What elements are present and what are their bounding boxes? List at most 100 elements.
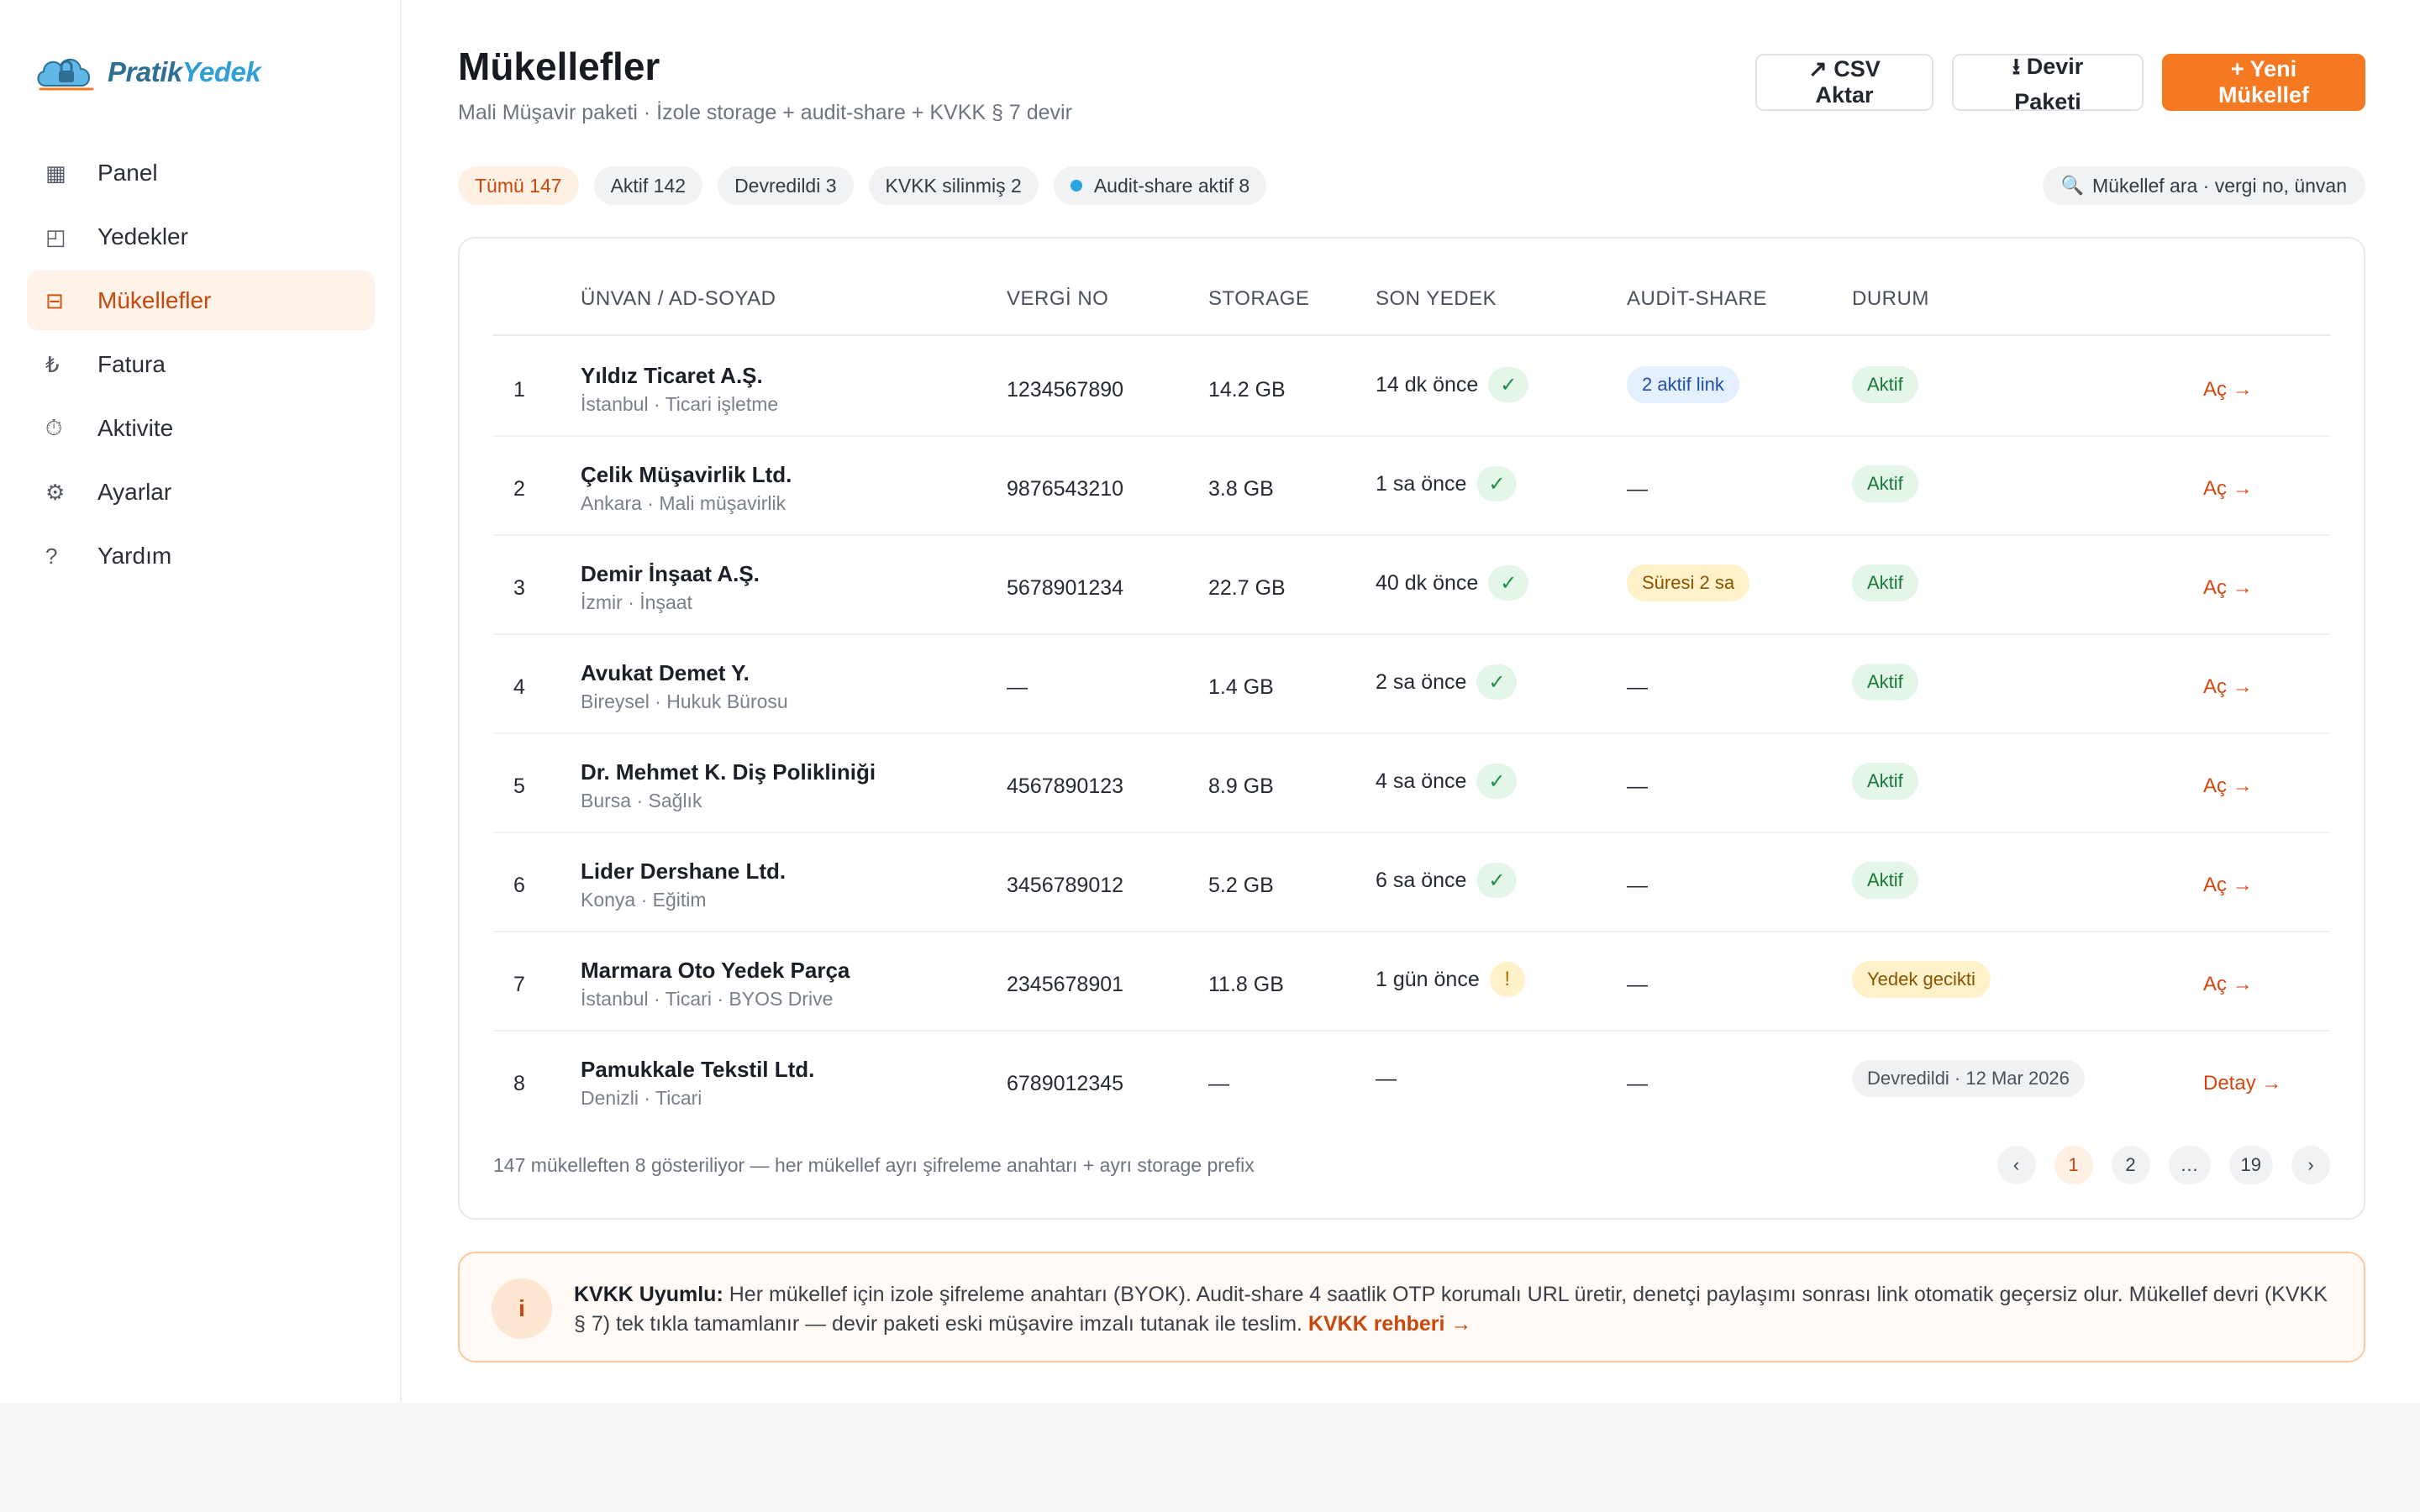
taxpayer-name[interactable]: Dr. Mehmet K. Diş Polikliniği <box>581 759 876 785</box>
taxpayer-name[interactable]: Marmara Oto Yedek Parça <box>581 958 850 983</box>
row-number: 1 <box>513 378 525 402</box>
search-icon: 🔍 <box>2060 175 2084 196</box>
transfer-package-button[interactable]: ⭳ Devir Paketi <box>1952 54 2144 114</box>
cloud-lock-logo-icon <box>37 59 94 91</box>
check-icon: ✓ <box>1476 863 1518 898</box>
sidebar-item-label: Yedekler <box>97 223 188 249</box>
table-row[interactable]: 7 Marmara Oto Yedek Parça İstanbul · Tic… <box>493 932 2330 1032</box>
table-row[interactable]: 2 Çelik Müşavirlik Ltd. Ankara · Mali mü… <box>493 437 2330 536</box>
taxpayer-meta: İstanbul · Ticari · BYOS Drive <box>581 988 834 1010</box>
kvkk-notice-body: Her mükellef için izole şifreleme anahta… <box>574 1283 2328 1336</box>
filter-active[interactable]: Aktif 142 <box>593 166 703 205</box>
column-header-storage[interactable]: STORAGE <box>1208 287 1310 310</box>
open-link[interactable]: Aç → <box>2203 675 2253 698</box>
csv-export-button[interactable]: ↗ CSV Aktar <box>1755 54 1933 111</box>
open-link[interactable]: Aç → <box>2203 477 2253 500</box>
sidebar-item-yardim[interactable]: ? Yardım <box>27 526 375 586</box>
table-row[interactable]: 1 Yıldız Ticaret A.Ş. İstanbul · Ticari … <box>493 338 2330 437</box>
sidebar-nav: ▦ Panel ◰ Yedekler ⊟ Mükellefler ₺ Fatur… <box>27 143 375 590</box>
table-row[interactable]: 3 Demir İnşaat A.Ş. İzmir · İnşaat 56789… <box>493 536 2330 635</box>
row-number: 4 <box>513 675 525 699</box>
audit-share: 2 aktif link <box>1627 366 1739 403</box>
detail-link[interactable]: Detay → <box>2203 1072 2282 1095</box>
sidebar-item-ayarlar[interactable]: ⚙ Ayarlar <box>27 462 375 522</box>
last-backup-time: — <box>1376 1066 1397 1090</box>
table-row[interactable]: 8 Pamukkale Tekstil Ltd. Denizli · Ticar… <box>493 1032 2330 1131</box>
tax-number: 3456789012 <box>1007 874 1124 897</box>
tax-number: 5678901234 <box>1007 576 1124 600</box>
open-link[interactable]: Aç → <box>2203 378 2253 401</box>
filter-audit-share[interactable]: Audit-share aktif 8 <box>1053 166 1267 205</box>
pagination: ‹ 1 2 … 19 › <box>1996 1146 2330 1184</box>
status-badge: Aktif <box>1852 862 1918 899</box>
status: Yedek gecikti <box>1852 961 1991 998</box>
sidebar-item-yedekler[interactable]: ◰ Yedekler <box>27 207 375 267</box>
open-link[interactable]: Aç → <box>2203 973 2253 995</box>
page-title: Mükellefler <box>458 45 660 88</box>
table-row[interactable]: 6 Lider Dershane Ltd. Konya · Eğitim 345… <box>493 833 2330 932</box>
kvkk-guide-link[interactable]: KVKK rehberi → <box>1307 1312 1472 1336</box>
taxpayer-meta: Bursa · Sağlık <box>581 790 702 811</box>
audit-share-badge[interactable]: Süresi 2 sa <box>1627 564 1750 601</box>
row-number: 7 <box>513 973 525 996</box>
filter-transferred[interactable]: Devredildi 3 <box>718 166 854 205</box>
column-header-audit-share[interactable]: AUDİT-SHARE <box>1627 287 1767 310</box>
tax-number: 4567890123 <box>1007 774 1124 798</box>
taxpayer-name[interactable]: Avukat Demet Y. <box>581 660 750 685</box>
table-footer-text: 147 mükelleften 8 gösteriliyor — her mük… <box>493 1154 1255 1176</box>
status: Aktif <box>1852 465 1918 502</box>
sidebar-item-panel[interactable]: ▦ Panel <box>27 143 375 203</box>
sidebar-item-label: Aktivite <box>97 415 174 441</box>
audit-share: Süresi 2 sa <box>1627 564 1750 601</box>
column-header-son-yedek[interactable]: SON YEDEK <box>1376 287 1497 310</box>
taxpayer-meta: İstanbul · Ticari işletme <box>581 393 779 415</box>
page-subtitle: Mali Müşavir paketi · İzole storage + au… <box>458 101 1072 124</box>
column-header-durum[interactable]: DURUM <box>1852 287 1929 310</box>
logo[interactable]: PratikYedek <box>34 49 261 96</box>
status-badge: Aktif <box>1852 664 1918 701</box>
row-number: 2 <box>513 477 525 501</box>
last-backup-time: 1 gün önce <box>1376 967 1480 991</box>
taxpayer-name[interactable]: Lider Dershane Ltd. <box>581 858 786 884</box>
search-input[interactable]: 🔍 Mükellef ara · vergi no, ünvan <box>2042 166 2365 205</box>
tax-number: 6789012345 <box>1007 1072 1124 1095</box>
open-link[interactable]: Aç → <box>2203 874 2253 896</box>
status: Devredildi · 12 Mar 2026 <box>1852 1060 2085 1097</box>
filter-kvkk-deleted[interactable]: KVKK silinmiş 2 <box>868 166 1039 205</box>
taxpayer-name[interactable]: Demir İnşaat A.Ş. <box>581 561 760 586</box>
taxpayer-meta: Ankara · Mali müşavirlik <box>581 492 786 514</box>
column-header-name[interactable]: ÜNVAN / AD-SOYAD <box>581 287 776 310</box>
last-backup-time: 4 sa önce <box>1376 769 1467 793</box>
pagination-page-1[interactable]: 1 <box>2054 1146 2093 1184</box>
taxpayer-name[interactable]: Pamukkale Tekstil Ltd. <box>581 1057 815 1082</box>
pagination-prev-button[interactable]: ‹ <box>1996 1146 2036 1184</box>
open-link[interactable]: Aç → <box>2203 576 2253 599</box>
new-taxpayer-button[interactable]: + Yeni Mükellef <box>2162 54 2365 111</box>
status: Aktif <box>1852 763 1918 800</box>
sidebar-item-aktivite[interactable]: ⏱ Aktivite <box>27 398 375 459</box>
sidebar-item-fatura[interactable]: ₺ Fatura <box>27 334 375 395</box>
pagination-page-last[interactable]: 19 <box>2228 1146 2273 1184</box>
audit-share-badge[interactable]: 2 aktif link <box>1627 366 1739 403</box>
table-row[interactable]: 5 Dr. Mehmet K. Diş Polikliniği Bursa · … <box>493 734 2330 833</box>
app-window: PratikYedek ▦ Panel ◰ Yedekler ⊟ Mükelle… <box>0 0 2365 1403</box>
status-badge: Yedek gecikti <box>1852 961 1991 998</box>
sidebar-item-mukellefler[interactable]: ⊟ Mükellefler <box>27 270 375 331</box>
storage-size: 11.8 GB <box>1208 973 1284 996</box>
pagination-page-2[interactable]: 2 <box>2111 1146 2150 1184</box>
main-content: Mükellefler Mali Müşavir paketi · İzole … <box>458 0 2365 1403</box>
pagination-ellipsis: … <box>2168 1146 2211 1184</box>
table-row[interactable]: 4 Avukat Demet Y. Bireysel · Hukuk Büros… <box>493 635 2330 734</box>
filter-all[interactable]: Tümü 147 <box>458 166 579 205</box>
taxpayer-name[interactable]: Yıldız Ticaret A.Ş. <box>581 363 763 388</box>
storage-size: 14.2 GB <box>1208 378 1286 402</box>
storage-size: 3.8 GB <box>1208 477 1274 501</box>
status-badge: Aktif <box>1852 465 1918 502</box>
pagination-next-button[interactable]: › <box>2291 1146 2330 1184</box>
sidebar: PratikYedek ▦ Panel ◰ Yedekler ⊟ Mükelle… <box>0 0 402 1403</box>
open-link[interactable]: Aç → <box>2203 774 2253 797</box>
column-header-vergi[interactable]: VERGİ NO <box>1007 287 1109 310</box>
taxpayer-name[interactable]: Çelik Müşavirlik Ltd. <box>581 462 792 487</box>
sidebar-item-label: Panel <box>97 160 158 186</box>
audit-share: — <box>1627 774 1648 798</box>
